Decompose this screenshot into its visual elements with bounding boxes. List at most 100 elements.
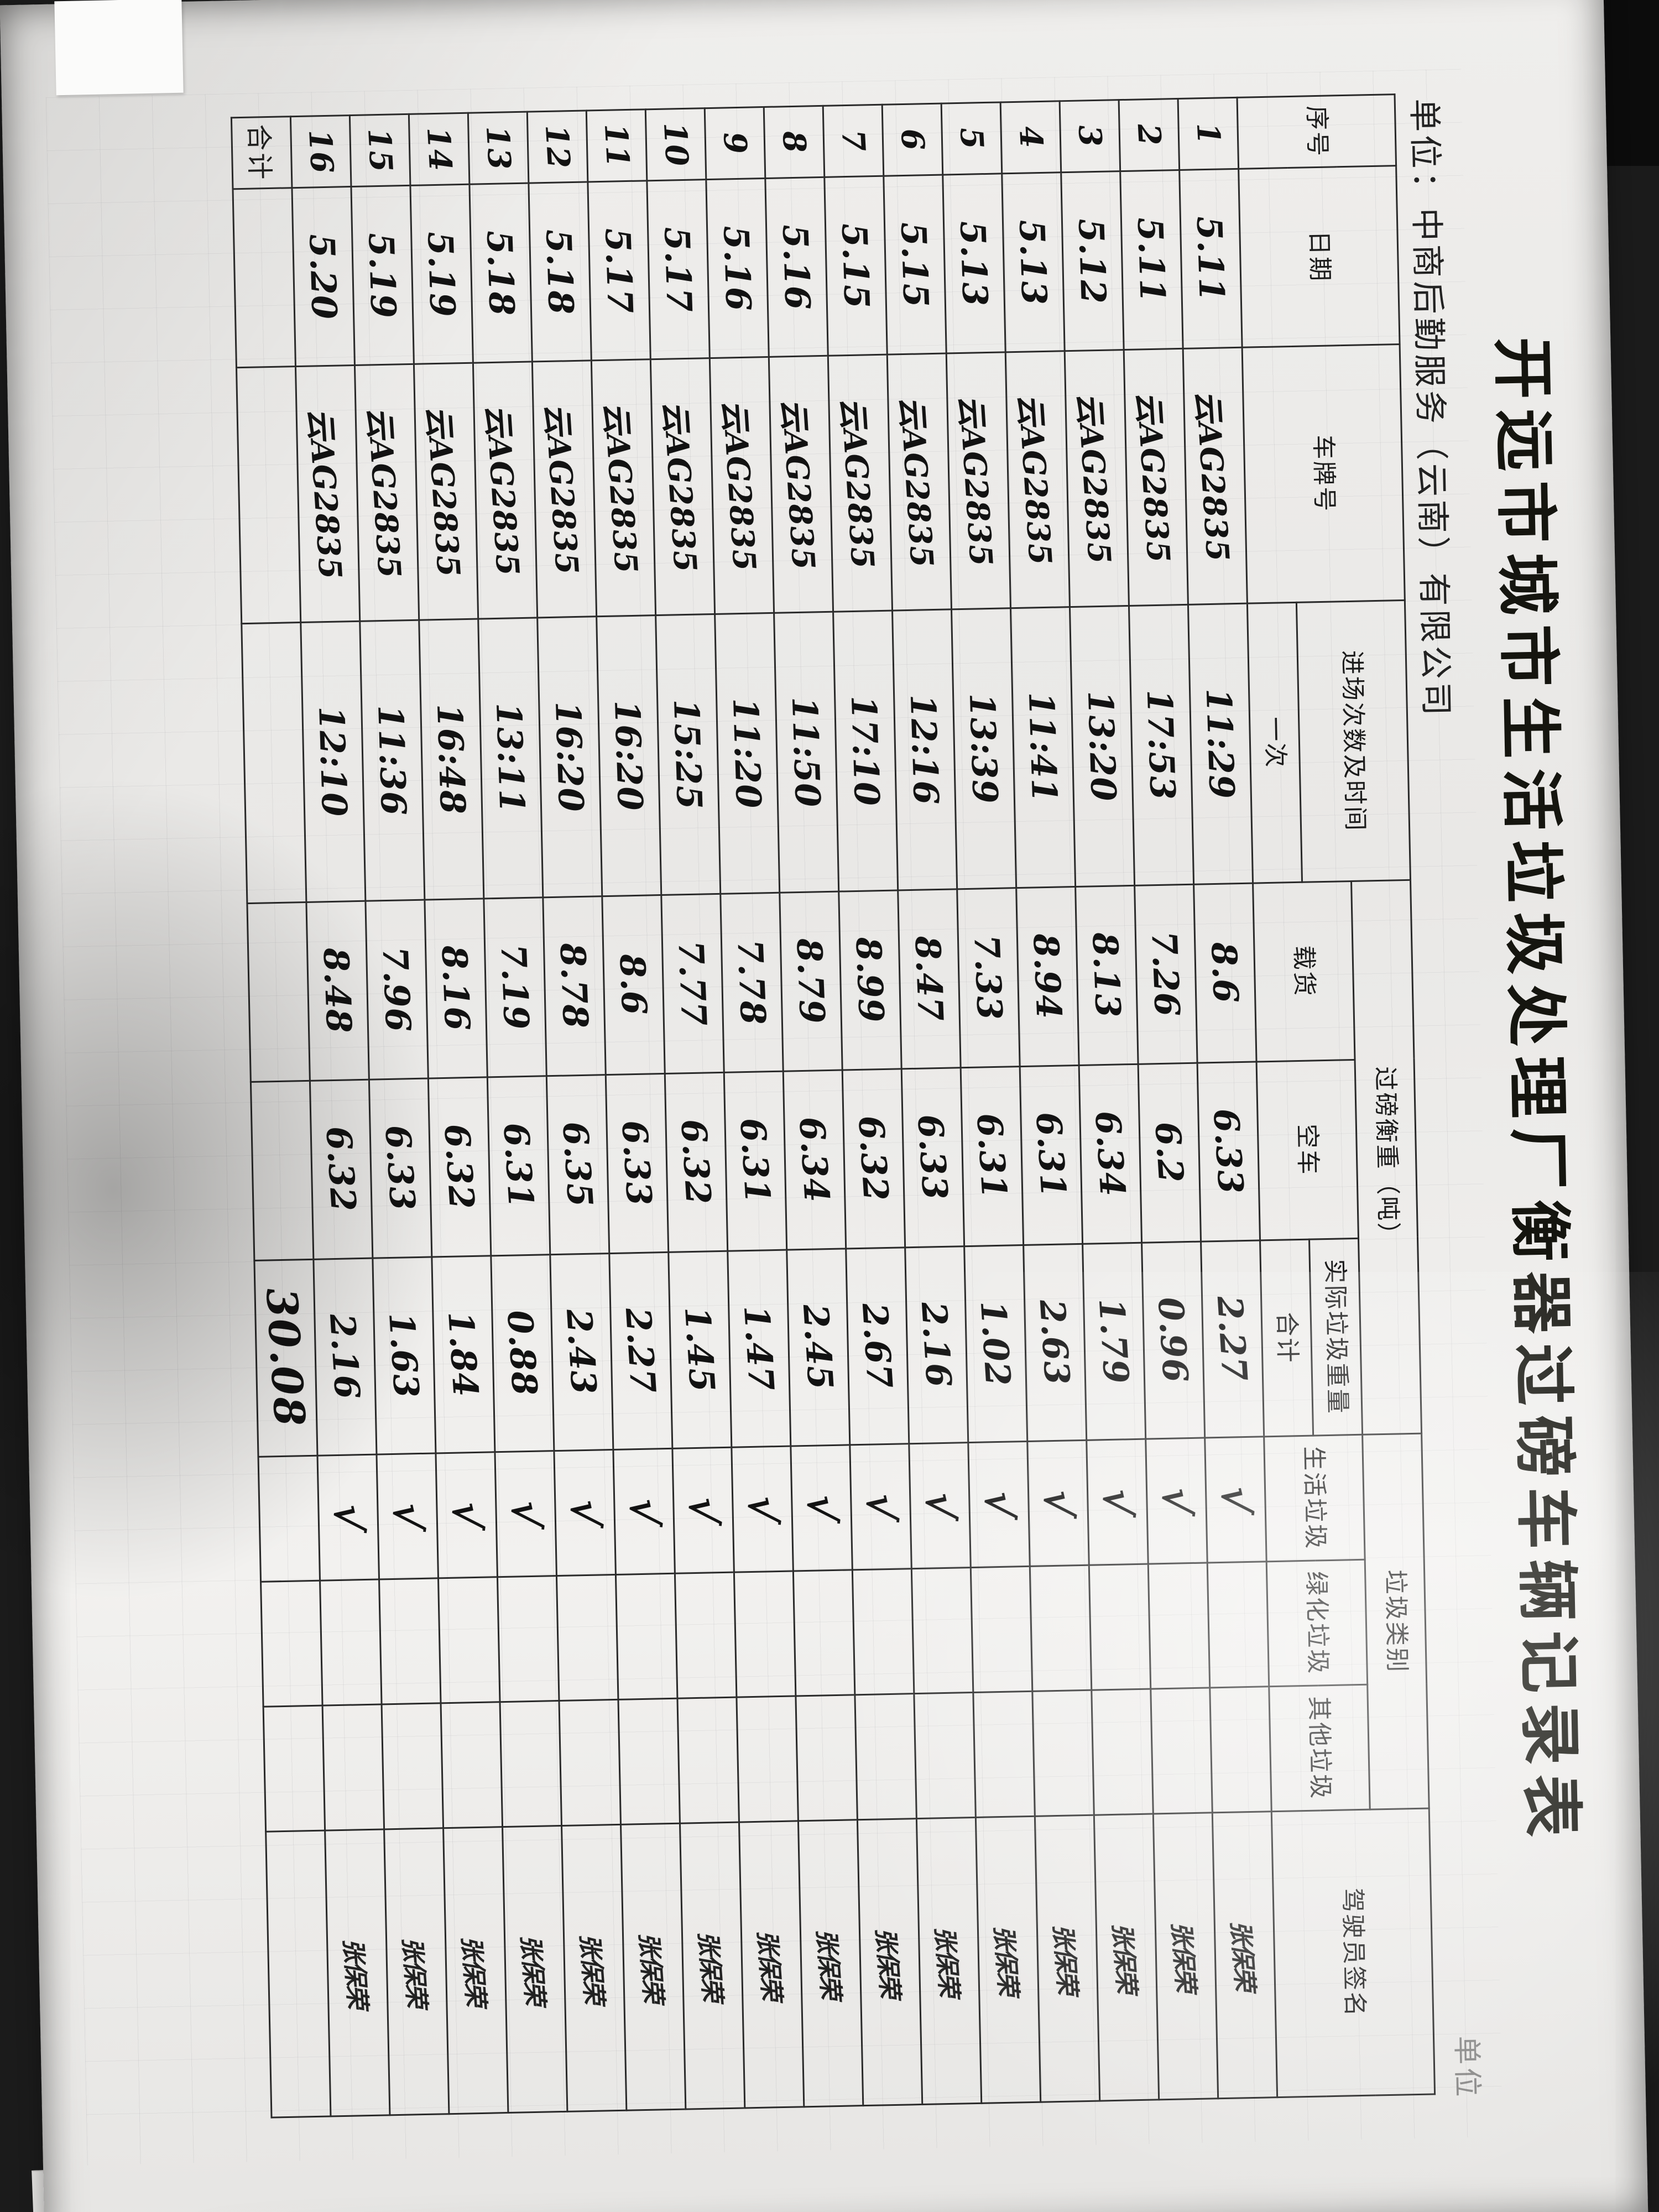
th-cat-green: 绿化垃圾 bbox=[1266, 1559, 1368, 1687]
page-title: 开远市城市生活垃圾处理厂衡器过磅车辆记录表 bbox=[1485, 336, 1588, 1848]
cell-loaded: 8.13 bbox=[1075, 885, 1139, 1066]
cell-empty: 6.33 bbox=[1197, 1061, 1260, 1241]
cell-total: 1.79 bbox=[1082, 1243, 1146, 1441]
cell-plate: 云AG2835 bbox=[591, 359, 656, 617]
cell-seq: 11 bbox=[586, 109, 647, 182]
cell-cat-green bbox=[438, 1577, 500, 1703]
cell-date: 5.16 bbox=[706, 178, 769, 358]
unit-line: 单位：中商后勤服务（云南）有限公司 bbox=[1404, 98, 1456, 719]
cell-date: 5.18 bbox=[528, 182, 592, 362]
th-driver-sign: 驾驶员签名 bbox=[1271, 1808, 1435, 2098]
cell-loaded: 7.26 bbox=[1134, 884, 1198, 1065]
cell-plate: 云AG2835 bbox=[532, 360, 597, 618]
cell-date: 5.19 bbox=[410, 184, 473, 364]
cell-total: 2.16 bbox=[313, 1258, 377, 1456]
cell-cat-green bbox=[320, 1579, 382, 1706]
cell-loaded: 7.78 bbox=[720, 893, 784, 1073]
cell-cat-domestic: √ bbox=[613, 1448, 675, 1575]
cell-total: 0.88 bbox=[491, 1254, 554, 1452]
cell-plate: 云AG2835 bbox=[946, 352, 1011, 609]
th-loaded: 载货 bbox=[1253, 881, 1355, 1062]
cell-cat-green bbox=[379, 1578, 441, 1705]
cell-cat-green bbox=[615, 1573, 677, 1700]
cell-date: 5.17 bbox=[587, 180, 651, 361]
cell-cat-domestic: √ bbox=[317, 1454, 379, 1581]
cell-loaded: 8.47 bbox=[898, 889, 961, 1069]
cell-cat-other bbox=[382, 1703, 444, 1830]
cell-driver-sign: 张保荣 bbox=[443, 1827, 508, 2114]
cell-time: 16:20 bbox=[537, 616, 602, 898]
cell-seq: 5 bbox=[941, 102, 1002, 175]
cell-loaded: 7.33 bbox=[957, 888, 1020, 1068]
cell-time: 13:39 bbox=[951, 608, 1016, 889]
cell-loaded bbox=[247, 902, 310, 1082]
cell-seq: 15 bbox=[349, 114, 410, 187]
cell-time: 11:41 bbox=[1010, 607, 1076, 888]
cell-loaded: 8.6 bbox=[602, 895, 665, 1075]
cell-plate: 云AG2835 bbox=[295, 365, 360, 623]
cell-cat-green bbox=[1148, 1563, 1210, 1689]
cell-seq: 12 bbox=[527, 110, 588, 184]
cell-date: 5.13 bbox=[942, 174, 1006, 354]
cell-plate: 云AG2835 bbox=[354, 364, 419, 622]
cell-loaded: 8.48 bbox=[306, 901, 369, 1081]
cell-cat-other bbox=[1209, 1686, 1272, 1813]
cell-date: 5.15 bbox=[883, 175, 947, 355]
cell-time: 13:20 bbox=[1070, 606, 1135, 887]
cell-cat-other bbox=[736, 1696, 799, 1823]
cell-cat-other bbox=[914, 1692, 976, 1819]
cell-cat-domestic: √ bbox=[849, 1443, 912, 1570]
cell-empty: 6.34 bbox=[783, 1070, 846, 1250]
cell-total: 1.63 bbox=[372, 1256, 436, 1455]
cell-cat-green bbox=[852, 1568, 914, 1695]
cell-total: 2.67 bbox=[846, 1247, 909, 1445]
cell-driver-sign: 张保荣 bbox=[798, 1819, 863, 2107]
cell-time: 11:36 bbox=[359, 620, 425, 901]
cell-loaded: 7.19 bbox=[483, 897, 547, 1077]
cell-total: 2.63 bbox=[1023, 1244, 1087, 1442]
cell-seq: 1 bbox=[1178, 97, 1239, 170]
cell-date: 5.17 bbox=[646, 179, 710, 359]
cell-cat-domestic: √ bbox=[1027, 1440, 1089, 1567]
cell-date: 5.19 bbox=[351, 185, 414, 366]
cell-driver-sign: 张保荣 bbox=[916, 1817, 982, 2105]
cell-plate: 云AG2835 bbox=[1065, 349, 1129, 607]
cell-date: 5.12 bbox=[1061, 171, 1124, 351]
cell-seq: 合计 bbox=[231, 116, 292, 189]
cell-loaded: 8.6 bbox=[1193, 883, 1257, 1063]
cell-plate: 云AG2835 bbox=[1183, 347, 1248, 605]
cell-total: 2.27 bbox=[609, 1252, 672, 1450]
cell-empty bbox=[251, 1081, 314, 1261]
cell-time: 16:48 bbox=[419, 619, 484, 900]
cell-seq: 10 bbox=[645, 108, 706, 181]
th-date: 日期 bbox=[1238, 165, 1400, 348]
cell-total: 1.84 bbox=[431, 1255, 495, 1453]
th-actual-total: 合计 bbox=[1260, 1239, 1313, 1437]
cell-cat-other bbox=[500, 1700, 562, 1827]
cell-cat-other bbox=[1032, 1690, 1094, 1817]
cell-cat-green bbox=[1089, 1564, 1151, 1691]
document-rotation-wrapper: 开远市城市生活垃圾处理厂衡器过磅车辆记录表 单位：中商后勤服务（云南）有限公司 … bbox=[28, 18, 1630, 2194]
cell-time: 17:53 bbox=[1129, 604, 1194, 886]
cell-loaded: 8.16 bbox=[424, 898, 488, 1078]
cell-total: 2.16 bbox=[905, 1246, 968, 1444]
cell-time: 11:50 bbox=[774, 612, 839, 893]
cell-loaded: 7.96 bbox=[365, 900, 429, 1080]
cell-date: 5.11 bbox=[1179, 169, 1243, 349]
cell-cat-other bbox=[441, 1702, 503, 1829]
cell-cat-domestic: √ bbox=[494, 1451, 557, 1577]
cell-driver-sign: 张保荣 bbox=[1094, 1814, 1159, 2101]
cell-empty: 6.33 bbox=[901, 1067, 964, 1248]
cell-cat-domestic: √ bbox=[909, 1442, 971, 1569]
cell-driver-sign: 张保荣 bbox=[975, 1816, 1041, 2104]
th-entry-once: 一次 bbox=[1247, 602, 1302, 883]
cell-total: 2.43 bbox=[550, 1253, 613, 1451]
th-plate: 车牌号 bbox=[1242, 344, 1405, 604]
th-entry-group: 进场次数及时间 bbox=[1296, 600, 1411, 883]
cell-time: 17:10 bbox=[833, 611, 898, 892]
th-actual-group: 实际垃圾重量 bbox=[1309, 1238, 1363, 1436]
cell-seq: 8 bbox=[764, 106, 825, 179]
cell-cat-domestic: √ bbox=[968, 1441, 1030, 1568]
cell-cat-green bbox=[1030, 1565, 1092, 1692]
